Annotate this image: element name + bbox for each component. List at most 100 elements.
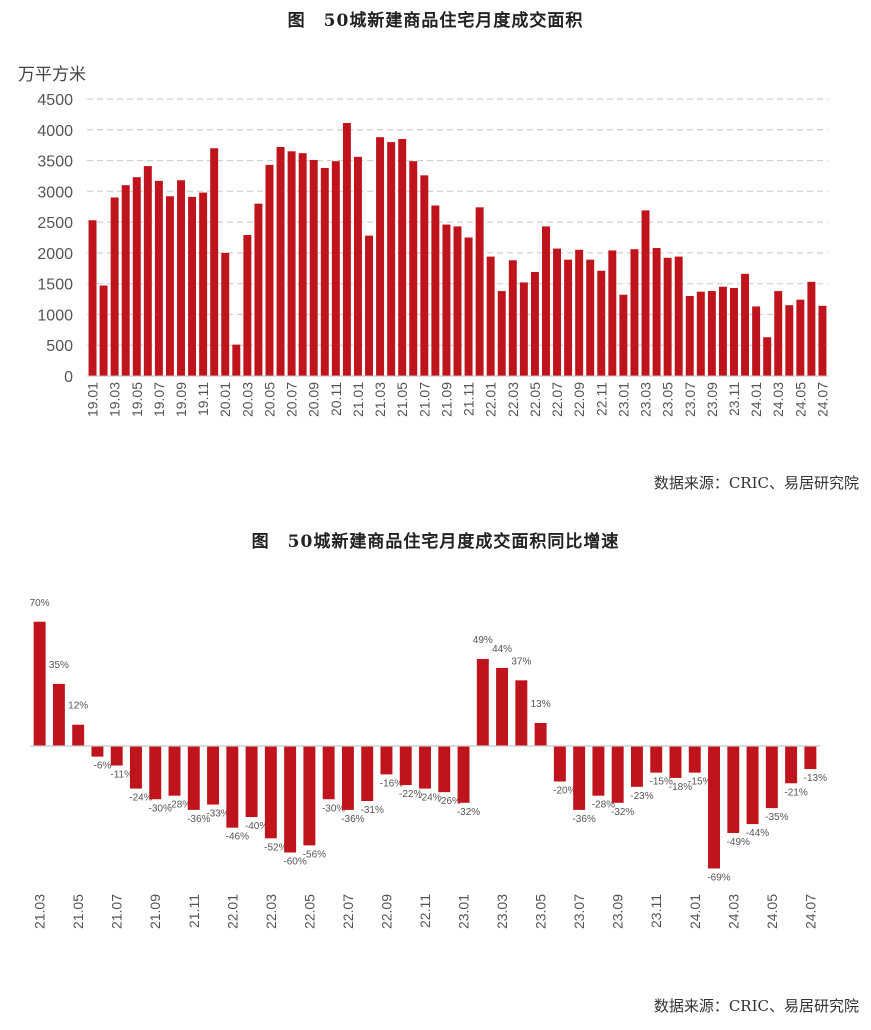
bar [177,180,185,376]
bar [210,148,219,376]
bar [663,257,672,376]
chart2-yoy-growth: 70%35%12%-6%-11%-24%-30%-28%-36%-33%-46%… [30,598,827,929]
data-label: -32% [611,807,634,818]
data-label: -31% [360,805,383,816]
bar [630,249,639,376]
bar [785,746,798,784]
bar [752,306,761,376]
x-tick-label: 20.03 [239,382,255,417]
x-tick-label: 23.03 [638,382,654,417]
x-tick-label: 24.01 [748,382,764,417]
bar [515,680,528,746]
bar [534,722,547,746]
bar [508,260,517,376]
bar [365,235,374,376]
bar [763,337,772,376]
bar [486,256,495,376]
bar [741,273,750,376]
x-tick-label: 19.03 [107,382,123,417]
y-tick-label: 0 [64,369,73,386]
x-tick-label: 22.03 [263,894,279,929]
data-label: -18% [669,782,692,793]
bar [785,305,794,376]
bar [376,137,385,376]
x-tick-label: 21.09 [147,894,163,929]
data-label: -33% [206,809,229,820]
data-label: -30% [322,803,345,814]
data-label: -21% [784,787,807,798]
bar [431,205,440,376]
data-label: -56% [303,849,326,860]
bar [232,344,241,376]
x-tick-label: 22.07 [340,894,356,929]
bar [730,287,738,376]
y-tick-label: 3000 [37,184,73,201]
data-label: -35% [765,812,788,823]
x-tick-label: 21.11 [461,382,477,416]
x-tick-label: 24.05 [764,894,780,929]
x-tick-label: 20.07 [284,382,300,417]
data-label: 35% [49,660,69,671]
data-label: -24% [418,793,441,804]
bar [72,724,85,746]
data-label: -24% [129,793,152,804]
bar [331,161,340,376]
data-label: -22% [399,789,422,800]
bar [207,746,220,805]
x-tick-label: 20.09 [306,382,322,417]
bar [276,147,285,376]
bar [497,291,506,376]
x-tick-label: 24.03 [725,894,741,929]
x-tick-label: 22.05 [301,894,317,929]
x-tick-label: 24.05 [792,382,808,417]
bar [143,166,152,376]
data-label: -69% [707,872,730,883]
y-tick-label: 2500 [37,215,73,232]
x-tick-label: 24.07 [814,382,830,417]
data-label: -20% [553,786,576,797]
bar [91,746,104,757]
x-tick-label: 21.07 [416,382,432,417]
y-tick-label: 4500 [37,92,73,109]
data-label: -44% [746,828,769,839]
bar [132,177,141,376]
x-tick-label: 21.01 [350,382,366,417]
chart2-title: 图 50城新建商品住宅月度成交面积同比增速 [251,532,620,552]
bar [287,151,296,376]
x-tick-label: 23.07 [571,894,587,929]
bar [110,197,119,376]
bar [597,270,606,376]
bar [707,291,716,376]
bar [573,746,586,810]
bar [804,746,817,770]
data-label: -60% [283,857,306,868]
bar [265,164,274,376]
data-label: -28% [592,800,615,811]
bar [553,746,566,782]
x-tick-label: 22.11 [593,382,609,416]
x-tick-label: 21.03 [32,894,48,929]
bar [575,249,584,376]
x-tick-label: 23.09 [610,894,626,929]
bar [746,746,759,825]
bar [718,286,727,376]
x-tick-label: 21.07 [109,894,125,929]
x-tick-label: 22.07 [549,382,565,417]
x-tick-label: 21.05 [70,894,86,929]
data-label: -30% [149,803,172,814]
x-tick-label: 24.01 [687,894,703,929]
bar [168,746,181,796]
x-tick-label: 23.05 [660,382,676,417]
bar [320,167,329,376]
y-tick-label: 500 [46,338,73,355]
bar [243,235,252,376]
x-tick-label: 21.05 [394,382,410,417]
bar [553,248,562,376]
bar [586,259,595,376]
bar [541,226,550,376]
x-tick-label: 22.09 [378,894,394,929]
bar [592,746,605,796]
bar [475,207,484,376]
bar [165,196,174,376]
data-label: -49% [727,837,750,848]
